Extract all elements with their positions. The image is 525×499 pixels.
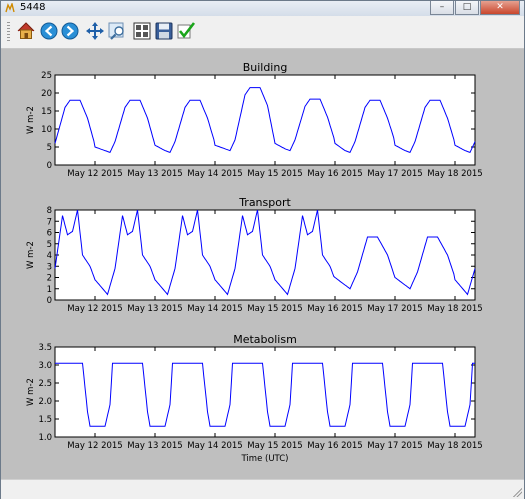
y-tick-label: 10 <box>41 125 52 135</box>
close-button[interactable]: ✕ <box>480 1 520 15</box>
x-tick-label: May 15 2015 <box>247 441 302 451</box>
chart-title: Building <box>243 61 288 74</box>
forward-button[interactable] <box>59 20 81 42</box>
x-tick-label: May 15 2015 <box>247 304 302 314</box>
chart-panel-building: Building W m-2 0 5 10 15 20 25 May 12 2015 May 13… <box>26 61 483 179</box>
toolbar-grip[interactable] <box>7 22 10 42</box>
x-tick-label: May 12 2015 <box>67 441 122 451</box>
x-tick-label: May 17 2015 <box>367 441 422 451</box>
y-tick-label: 4 <box>47 251 52 261</box>
x-tick-label: May 14 2015 <box>187 169 242 179</box>
subplots-icon <box>133 22 151 40</box>
chart-title: Metabolism <box>233 333 297 346</box>
y-tick-label: 8 <box>47 206 52 216</box>
y-tick-label: 5 <box>47 143 52 153</box>
x-tick-label: May 14 2015 <box>187 304 242 314</box>
x-tick-label: May 14 2015 <box>187 441 242 451</box>
window-controls: – □ ✕ <box>430 1 520 16</box>
configure-subplots-button[interactable] <box>131 20 153 42</box>
home-icon <box>17 22 35 39</box>
x-axis-label: Time (UTC) <box>241 454 289 464</box>
y-tick-label: 3 <box>47 262 52 272</box>
checkmark-icon <box>177 22 196 39</box>
navigation-toolbar <box>1 16 524 49</box>
y-tick-label: 3.0 <box>38 361 52 371</box>
y-tick-label: 2 <box>47 274 52 284</box>
maximize-button[interactable]: □ <box>455 1 479 15</box>
x-tick-label: May 13 2015 <box>127 304 182 314</box>
x-tick-label: May 17 2015 <box>367 169 422 179</box>
status-bar <box>1 479 524 499</box>
edit-curves-button[interactable] <box>175 20 197 42</box>
x-tick-label: May 18 2015 <box>427 169 482 179</box>
zoom-rect-icon <box>108 22 124 40</box>
minimize-button[interactable]: – <box>430 1 454 15</box>
y-tick-label: 0 <box>47 161 52 171</box>
title-bar[interactable]: 5448 – □ ✕ <box>1 1 524 16</box>
y-tick-label: 6 <box>47 229 52 239</box>
y-axis-label: W m-2 <box>26 378 36 406</box>
series-line-metabolism <box>55 362 475 427</box>
y-tick-label: 5 <box>47 240 52 250</box>
chart-title: Transport <box>238 196 291 209</box>
x-tick-label: May 16 2015 <box>307 169 362 179</box>
series-line-building <box>54 87 476 154</box>
y-tick-label: 1 <box>47 285 52 295</box>
x-tick-label: May 18 2015 <box>427 441 482 451</box>
x-tick-label: May 16 2015 <box>307 441 362 451</box>
figure-canvas[interactable]: Building W m-2 0 5 10 15 20 25 May 12 2015 May 13… <box>1 49 524 479</box>
x-tick-label: May 16 2015 <box>307 304 362 314</box>
save-button[interactable] <box>153 20 175 42</box>
y-tick-label: 3.5 <box>38 343 52 353</box>
x-tick-label: May 15 2015 <box>247 169 302 179</box>
y-tick-label: 15 <box>41 107 52 117</box>
y-tick-label: 2.0 <box>38 397 52 407</box>
back-button[interactable] <box>38 20 60 42</box>
y-axis-label: W m-2 <box>26 241 36 269</box>
arrow-right-icon <box>61 22 79 40</box>
plot-axes-1 <box>54 209 476 301</box>
y-axis-label: W m-2 <box>26 106 36 134</box>
window-title: 5448 <box>20 2 46 13</box>
y-tick-label: 7 <box>47 217 52 227</box>
series-line-transport <box>54 209 476 296</box>
app-icon <box>5 3 15 13</box>
x-tick-label: May 12 2015 <box>67 304 122 314</box>
x-tick-label: May 12 2015 <box>67 169 122 179</box>
x-tick-label: May 18 2015 <box>427 304 482 314</box>
y-tick-label: 20 <box>41 89 52 99</box>
y-tick-label: 25 <box>41 71 52 81</box>
y-tick-label: 0 <box>47 296 52 306</box>
x-tick-label: May 17 2015 <box>367 304 422 314</box>
plot-axes-0 <box>54 74 476 166</box>
chart-panel-metabolism: Metabolism W m-2 1.0 1.5 2.0 2.5 3.0 3.5 May 12 … <box>26 333 483 464</box>
y-tick-label: 1.5 <box>38 415 52 425</box>
floppy-disk-icon <box>155 22 173 40</box>
pan-button[interactable] <box>84 20 106 42</box>
zoom-button[interactable] <box>106 20 128 42</box>
arrow-left-icon <box>40 22 58 40</box>
move-icon <box>86 22 104 40</box>
y-tick-label: 1.0 <box>38 433 52 443</box>
y-tick-label: 2.5 <box>38 379 52 389</box>
x-tick-label: May 13 2015 <box>127 441 182 451</box>
x-tick-label: May 13 2015 <box>127 169 182 179</box>
home-button[interactable] <box>15 20 37 42</box>
resize-grip[interactable] <box>512 487 522 497</box>
